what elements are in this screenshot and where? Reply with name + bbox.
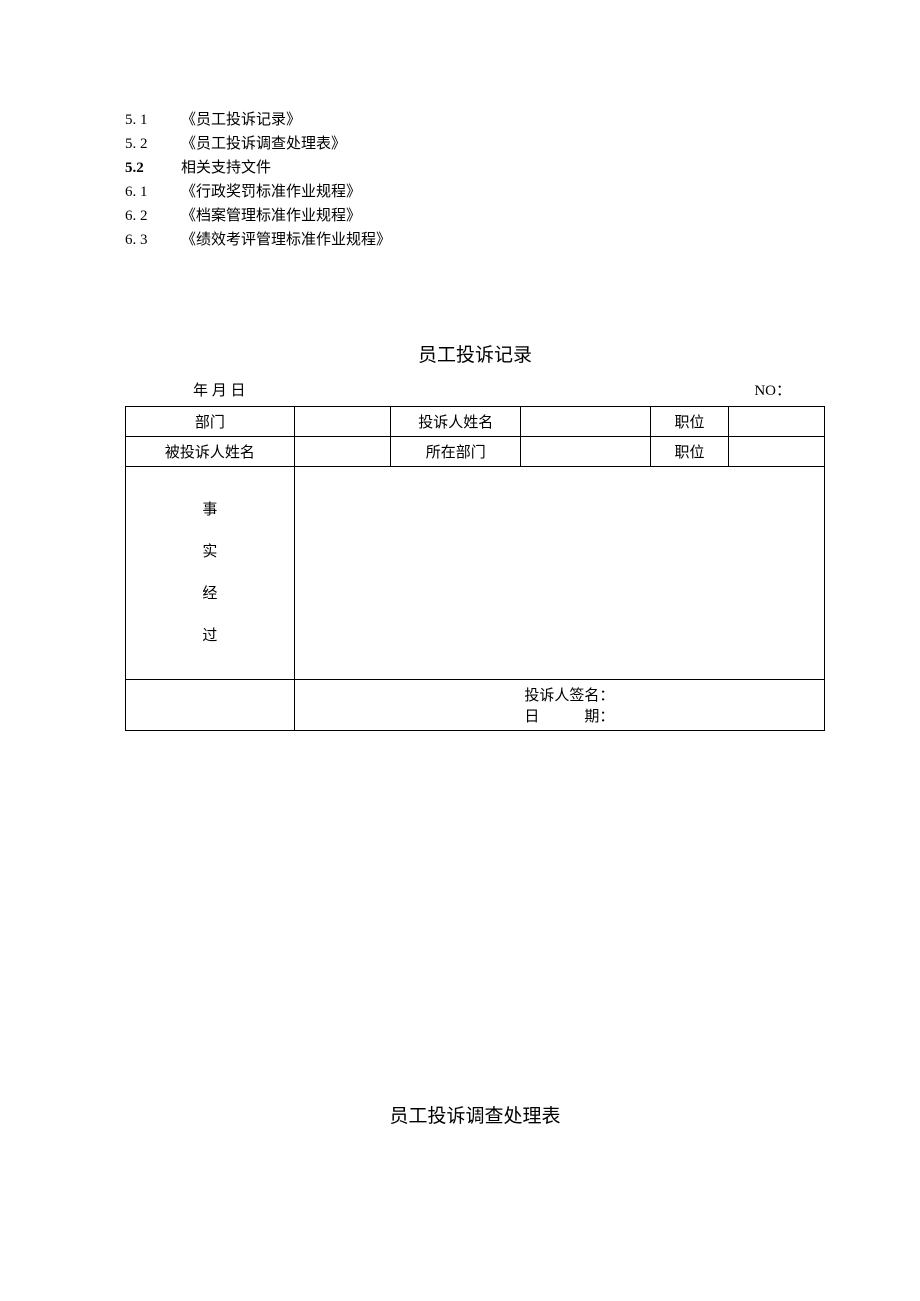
list-num: 5. 1 [125,108,181,132]
form1-meta: 年 月 日 NO： [125,379,825,406]
cell-respondent-value [294,437,390,467]
table-row: 投诉人签名： 日 期： [126,680,825,731]
list-text: 《员工投诉记录》 [181,108,825,132]
signature-line: 投诉人签名： [297,684,822,705]
list-item: 6. 2 《档案管理标准作业规程》 [125,204,825,228]
signature-block: 投诉人签名： 日 期： [297,684,822,726]
vert-char: 经 [128,573,292,615]
complaint-record-table: 部门 投诉人姓名 职位 被投诉人姓名 所在部门 职位 事 实 经 过 [125,406,825,731]
list-num: 5. 2 [125,132,181,156]
cell-facts-content [294,467,824,680]
cell-complainant-label: 投诉人姓名 [391,407,521,437]
vert-char: 实 [128,531,292,573]
vert-char: 事 [128,489,292,531]
list-num: 6. 2 [125,204,181,228]
cell-dept2-value [521,437,651,467]
list-item: 6. 3 《绩效考评管理标准作业规程》 [125,228,825,252]
table-row: 部门 投诉人姓名 职位 [126,407,825,437]
cell-dept2-label: 所在部门 [391,437,521,467]
cell-respondent-label: 被投诉人姓名 [126,437,295,467]
vertical-label: 事 实 经 过 [128,471,292,675]
cell-dept-value [294,407,390,437]
list-num: 5.2 [125,156,181,180]
cell-position2-label: 职位 [651,437,728,467]
list-text: 相关支持文件 [181,156,825,180]
list-num: 6. 3 [125,228,181,252]
cell-facts-label: 事 实 经 过 [126,467,295,680]
vert-char: 过 [128,615,292,657]
form1-no: NO： [754,379,817,400]
list-num: 6. 1 [125,180,181,204]
cell-dept-label: 部门 [126,407,295,437]
list-item: 6. 1 《行政奖罚标准作业规程》 [125,180,825,204]
list-text: 《员工投诉调查处理表》 [181,132,825,156]
form1-date: 年 月 日 [133,379,246,400]
table-row: 事 实 经 过 [126,467,825,680]
list-text: 《档案管理标准作业规程》 [181,204,825,228]
cell-position2-value [728,437,824,467]
form1-title: 员工投诉记录 [125,340,825,367]
page-content: 5. 1 《员工投诉记录》 5. 2 《员工投诉调查处理表》 5.2 相关支持文… [0,0,920,1128]
list-text: 《行政奖罚标准作业规程》 [181,180,825,204]
list-item: 5.2 相关支持文件 [125,156,825,180]
cell-sig-left [126,680,295,731]
cell-position-label: 职位 [651,407,728,437]
date-line: 日 期： [297,705,822,726]
list-item: 5. 1 《员工投诉记录》 [125,108,825,132]
form2-title: 员工投诉调查处理表 [125,1101,825,1128]
document-list: 5. 1 《员工投诉记录》 5. 2 《员工投诉调查处理表》 5.2 相关支持文… [125,108,825,252]
table-row: 被投诉人姓名 所在部门 职位 [126,437,825,467]
list-item: 5. 2 《员工投诉调查处理表》 [125,132,825,156]
cell-position-value [728,407,824,437]
list-text: 《绩效考评管理标准作业规程》 [181,228,825,252]
cell-signature: 投诉人签名： 日 期： [294,680,824,731]
cell-complainant-value [521,407,651,437]
